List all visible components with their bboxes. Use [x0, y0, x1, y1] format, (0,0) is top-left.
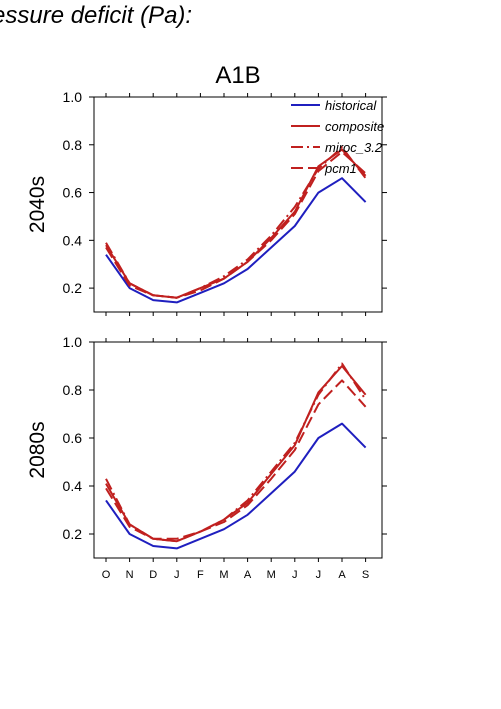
y-tick-label: 1.0: [63, 334, 83, 350]
y-tick-label: 0.8: [63, 137, 83, 153]
legend-label: miroc_3.2: [325, 140, 383, 155]
series-line-miroc-3-2: [105, 146, 367, 299]
series-line-pcm1: [105, 379, 367, 540]
series-line-historical: [105, 177, 367, 304]
x-tick-label: N: [126, 569, 134, 581]
series-line-miroc-3-2: [105, 362, 367, 543]
x-tick-label: J: [316, 569, 322, 581]
y-tick-label: 0.2: [63, 526, 83, 542]
y-tick-label: 0.4: [63, 478, 83, 494]
x-tick-label: S: [362, 569, 369, 581]
y-tick-label: 0.6: [63, 185, 83, 201]
x-tick-label: O: [102, 569, 111, 581]
x-tick-label: F: [197, 569, 204, 581]
x-tick-label: J: [292, 569, 298, 581]
x-tick-label: A: [244, 569, 252, 581]
y-axis-label: 2080s: [26, 421, 49, 478]
y-tick-label: 0.4: [63, 232, 83, 248]
series-line-historical: [105, 422, 367, 550]
x-tick-label: J: [174, 569, 180, 581]
legend-label: historical: [325, 98, 377, 113]
plot-frame: [93, 341, 383, 559]
legend-label: pcm1: [324, 161, 357, 176]
x-tick-label: M: [219, 569, 228, 581]
x-tick-label: A: [338, 569, 346, 581]
y-tick-label: 0.8: [63, 382, 83, 398]
plot-frame: [93, 96, 383, 313]
chart-panel-1: A1B 2040s 0.2 0.4 0.6 0.8 1.0 historical composi…: [26, 62, 387, 316]
x-tick-label: M: [267, 569, 276, 581]
legend-label: composite: [325, 119, 384, 134]
page-heading: essure deficit (Pa):: [0, 2, 193, 29]
y-axis-label: 2040s: [26, 176, 49, 233]
x-tick-label: D: [149, 569, 157, 581]
series-line-pcm1: [105, 150, 367, 299]
chart-panel-2: 2080s 0.2 0.4 0.6 0.8 1.0 O N D J F M A M J J A S: [26, 334, 387, 581]
y-tick-label: 0.2: [63, 280, 83, 296]
y-tick-label: 1.0: [63, 89, 83, 105]
series-line-composite: [105, 365, 367, 543]
chart-title: A1B: [215, 62, 260, 89]
y-tick-label: 0.6: [63, 430, 83, 446]
